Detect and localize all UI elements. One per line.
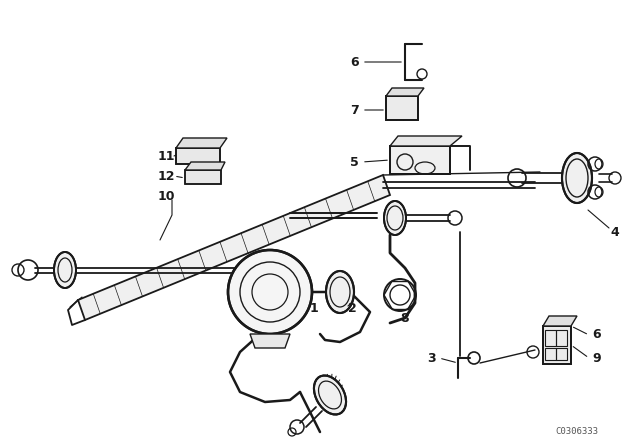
Polygon shape xyxy=(185,162,225,170)
Bar xyxy=(545,348,556,360)
Ellipse shape xyxy=(326,271,354,313)
Bar xyxy=(185,170,221,184)
Text: 1: 1 xyxy=(310,302,319,314)
Ellipse shape xyxy=(314,375,346,414)
Bar xyxy=(386,96,418,120)
Text: 12: 12 xyxy=(158,169,175,182)
Text: 11: 11 xyxy=(158,150,175,163)
Polygon shape xyxy=(390,136,462,146)
Bar xyxy=(185,170,221,184)
Text: 4: 4 xyxy=(610,227,619,240)
Text: 5: 5 xyxy=(350,155,359,168)
Text: 2: 2 xyxy=(348,302,356,314)
Polygon shape xyxy=(176,138,227,148)
Text: 9: 9 xyxy=(592,352,600,365)
Ellipse shape xyxy=(54,252,76,288)
Text: 6: 6 xyxy=(350,56,358,69)
Bar xyxy=(386,96,418,120)
Bar xyxy=(176,148,220,164)
Bar xyxy=(556,348,567,360)
Text: 7: 7 xyxy=(350,103,359,116)
Ellipse shape xyxy=(562,153,592,203)
Bar xyxy=(390,146,450,174)
Text: 8: 8 xyxy=(400,311,408,324)
Text: 10: 10 xyxy=(158,190,175,202)
Polygon shape xyxy=(543,316,577,326)
Text: 6: 6 xyxy=(592,328,600,341)
Bar xyxy=(390,146,450,174)
Text: C0306333: C0306333 xyxy=(555,427,598,436)
Ellipse shape xyxy=(384,201,406,235)
Polygon shape xyxy=(386,88,424,96)
Polygon shape xyxy=(250,334,290,348)
Bar xyxy=(543,326,571,364)
Bar xyxy=(176,148,220,164)
Polygon shape xyxy=(78,175,390,320)
Bar xyxy=(543,326,571,364)
Bar xyxy=(556,330,567,346)
Text: 3: 3 xyxy=(427,352,436,365)
Circle shape xyxy=(228,250,312,334)
Bar xyxy=(545,330,556,346)
